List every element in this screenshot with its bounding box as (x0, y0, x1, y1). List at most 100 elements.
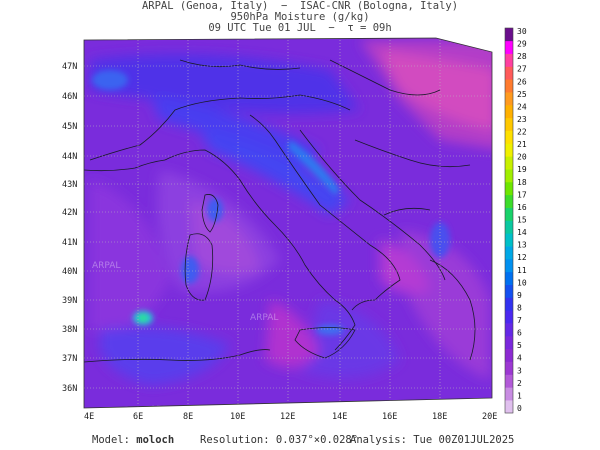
colorbar: 3029282726252423222120191817161514131211… (504, 27, 527, 414)
colorbar-label: 15 (517, 216, 527, 225)
colorbar-swatch (505, 259, 513, 273)
colorbar-label: 25 (517, 90, 527, 99)
colorbar-swatch (505, 169, 513, 183)
lat-label: 36N (62, 384, 77, 394)
colorbar-swatch (505, 40, 513, 54)
colorbar-swatch (505, 246, 513, 260)
graticule (84, 40, 492, 408)
colorbar-frame (504, 27, 514, 414)
watermark-text: ARPAL (150, 405, 178, 415)
colorbar-label: 2 (517, 379, 522, 388)
lat-label: 39N (62, 296, 77, 306)
colorbar-swatch (505, 105, 513, 119)
lat-label: 44N (62, 152, 77, 162)
colorbar-label: 22 (517, 128, 527, 137)
colorbar-label: 3 (517, 366, 522, 375)
colorbar-label: 10 (517, 278, 527, 287)
colorbar-label: 14 (517, 228, 527, 237)
lon-label: 12E (280, 412, 295, 422)
lon-label: 6E (133, 412, 143, 422)
colorbar-label: 23 (517, 115, 527, 124)
colorbar-label: 9 (517, 291, 522, 300)
lon-label: 10E (230, 412, 245, 422)
colorbar-label: 0 (517, 404, 522, 413)
colorbar-label: 19 (517, 165, 527, 174)
lat-label: 38N (62, 325, 77, 335)
map-frame (83, 37, 493, 409)
colorbar-swatch (505, 400, 513, 414)
resolution-value: 0.037°×0.028° (275, 434, 359, 446)
lat-label: 40N (62, 267, 77, 277)
lon-label: 16E (382, 412, 397, 422)
colorbar-swatch (505, 348, 513, 362)
lat-label: 46N (62, 92, 77, 102)
analysis-label: Analysis: (350, 434, 407, 446)
lat-axis: 47N 46N 45N 44N 43N 42N 41N 40N 39N 38N … (62, 62, 77, 394)
colorbar-swatch (505, 271, 513, 285)
colorbar-swatch (505, 361, 513, 375)
header-producers: ARPAL (Genoa, Italy) − ISAC-CNR (Bologna… (141, 0, 459, 12)
colorbar-swatch (505, 194, 513, 208)
colorbar-label: 1 (517, 391, 522, 400)
colorbar-label: 20 (517, 153, 527, 162)
colorbar-swatch (505, 143, 513, 157)
header-field-title: 950hPa Moisture (g/kg) (230, 11, 370, 23)
lon-label: 4E (84, 412, 94, 422)
colorbar-label: 11 (517, 266, 527, 275)
lat-label: 42N (62, 208, 77, 218)
colorbar-swatch (505, 336, 513, 350)
colorbar-swatch (505, 117, 513, 131)
colorbar-label: 28 (517, 52, 527, 61)
colorbar-swatch (505, 323, 513, 337)
colorbar-label: 21 (517, 140, 527, 149)
colorbar-label: 24 (517, 102, 527, 111)
lat-label: 43N (62, 180, 77, 190)
colorbar-swatch (505, 182, 513, 196)
model-value: moloch (136, 434, 175, 446)
watermark-text: ARPAL (270, 405, 298, 415)
colorbar-swatch (505, 284, 513, 298)
model-label: Model: (92, 434, 130, 446)
colorbar-swatch (505, 220, 513, 234)
colorbar-label: 29 (517, 40, 527, 49)
lon-label: 8E (183, 412, 193, 422)
colorbar-swatch (505, 66, 513, 80)
colorbar-label: 16 (517, 203, 527, 212)
analysis-value: Tue 00Z01JUL2025 (413, 434, 515, 446)
lon-label: 14E (332, 412, 347, 422)
header-valid-time: 09 UTC Tue 01 JUL − τ = 09h (208, 22, 392, 34)
colorbar-swatch (505, 156, 513, 170)
colorbar-label: 6 (517, 329, 522, 338)
coastlines (84, 59, 476, 363)
lon-axis: 4E 6E 8E 10E 12E 14E 16E 18E 20E (84, 412, 497, 422)
watermarks: ARPAL ARPAL ARPAL ARPAL (92, 261, 298, 415)
colorbar-swatch (505, 207, 513, 221)
lat-label: 37N (62, 354, 77, 364)
footer-resolution: Resolution: 0.037°×0.028° (200, 434, 358, 446)
colorbar-label: 18 (517, 178, 527, 187)
colorbar-label: 17 (517, 190, 527, 199)
lat-label: 45N (62, 122, 77, 132)
colorbar-swatch (505, 374, 513, 388)
colorbar-label: 8 (517, 303, 522, 312)
colorbar-swatch (505, 233, 513, 247)
colorbar-swatch (505, 297, 513, 311)
lon-label: 20E (482, 412, 497, 422)
colorbar-swatch (505, 130, 513, 144)
colorbar-swatch (505, 28, 513, 42)
colorbar-label: 5 (517, 341, 522, 350)
colorbar-swatch (505, 92, 513, 106)
footer-analysis: Analysis: Tue 00Z01JUL2025 (350, 434, 514, 446)
lat-label: 41N (62, 238, 77, 248)
colorbar-label: 30 (517, 27, 527, 36)
resolution-label: Resolution: (200, 434, 270, 446)
watermark-text: ARPAL (250, 313, 278, 323)
colorbar-label: 12 (517, 253, 527, 262)
colorbar-label: 4 (517, 354, 522, 363)
colorbar-swatch (505, 53, 513, 67)
moisture-field (84, 38, 492, 408)
colorbar-label: 13 (517, 241, 527, 250)
colorbar-label: 7 (517, 316, 522, 325)
colorbar-swatch (505, 79, 513, 93)
